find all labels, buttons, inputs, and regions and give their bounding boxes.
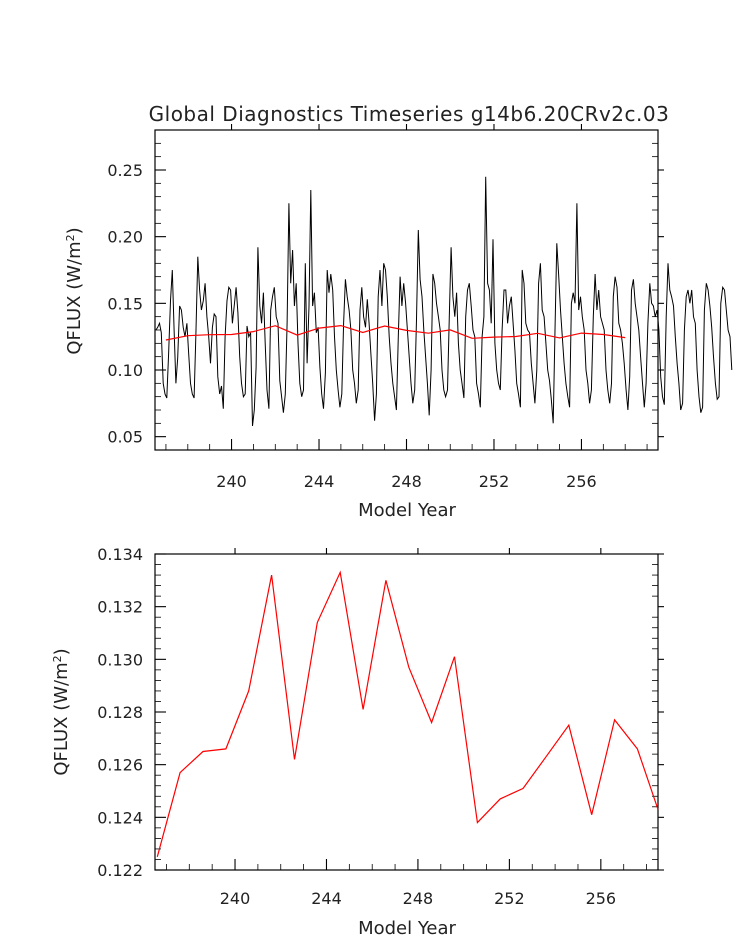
bottom-axis-ticks [155,548,664,871]
bottom-y-tick-label: 0.128 [97,703,143,722]
bottom-x-tick-label: 256 [586,889,617,908]
qflux-monthly-chart: 240 244 248 252 256 0.05 0.10 0.15 0.20 0.25 Mode… [64,124,733,521]
qflux-annual-chart: 240 244 248 252 256 0.122 0.124 0.126 0.128 0.130… [51,545,664,939]
bottom-x-tick-label: 244 [311,889,342,908]
figure-title: Global Diagnostics Timeseries g14b6.20CR… [149,102,670,126]
top-series-monthly-QFLUX [155,176,733,427]
bottom-plot-frame [154,553,659,871]
bottom-y-tick-label: 0.126 [97,756,143,775]
top-tick-labels: 240 244 248 252 256 0.05 0.10 0.15 0.20 0.25 [107,161,596,491]
top-y-axis-label: QFLUX (W/m2) [64,227,86,354]
bottom-y-axis-label-superscript: 2 [51,655,64,662]
top-y-tick-label: 0.20 [107,228,143,247]
top-y-tick-label: 0.25 [107,161,143,180]
bottom-x-tick-label: 252 [494,889,525,908]
top-x-tick-label: 244 [304,472,335,491]
bottom-y-tick-label: 0.130 [97,650,143,669]
bottom-tick-labels: 240 244 248 252 256 0.122 0.124 0.126 0.128 0.130… [97,545,616,908]
bottom-y-tick-label: 0.124 [97,808,143,827]
bottom-y-tick-label: 0.132 [97,598,143,617]
bottom-y-axis-label-prefix: QFLUX (W/m [51,662,72,775]
bottom-x-tick-label: 240 [220,889,251,908]
top-y-tick-label: 0.15 [107,294,143,313]
top-series-group [155,176,733,427]
top-x-axis-label: Model Year [358,500,456,521]
bottom-series-annual-mean [156,570,659,857]
bottom-y-axis-label: QFLUX (W/m2) [51,648,73,775]
bottom-y-tick-label: 0.134 [97,545,143,564]
top-x-tick-label: 248 [391,472,422,491]
top-y-axis-label-superscript: 2 [64,234,77,241]
top-x-tick-label: 240 [216,472,247,491]
top-x-tick-label: 252 [479,472,510,491]
top-axis-ticks [155,124,664,451]
top-series-annual-mean [165,324,626,341]
bottom-series-group [156,570,659,857]
top-y-axis-label-suffix: ) [64,227,85,234]
bottom-y-axis-label-suffix: ) [51,648,72,655]
top-y-axis-label-prefix: QFLUX (W/m [64,241,85,354]
top-x-tick-label: 256 [566,472,597,491]
bottom-y-tick-label: 0.122 [97,861,143,880]
bottom-x-axis-label: Model Year [358,918,456,939]
bottom-x-tick-label: 248 [403,889,434,908]
top-y-tick-label: 0.10 [107,361,143,380]
top-y-tick-label: 0.05 [107,428,143,447]
